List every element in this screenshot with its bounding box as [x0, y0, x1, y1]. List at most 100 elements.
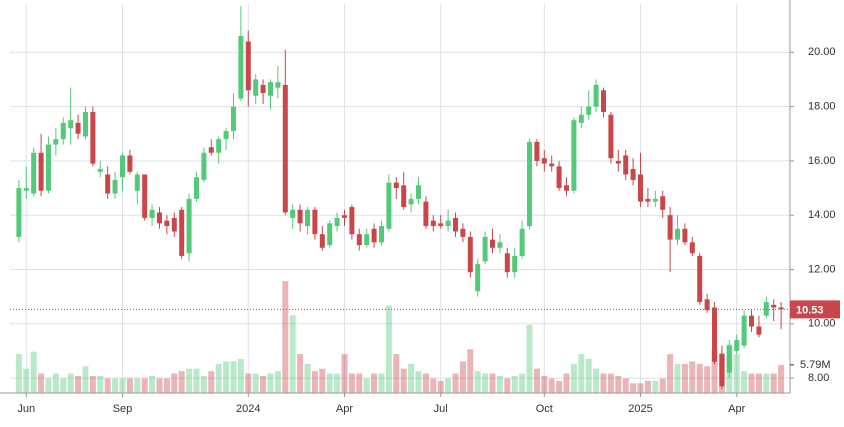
volume-bar: [245, 373, 252, 393]
candle-body: [512, 255, 518, 273]
volume-bar: [689, 361, 696, 393]
volume-bar: [622, 378, 629, 393]
volume-bar: [422, 373, 429, 393]
candle-body: [393, 182, 399, 189]
volume-bar: [23, 368, 30, 393]
volume-bar: [119, 378, 126, 393]
candle-body: [763, 302, 769, 316]
candle-body: [682, 228, 688, 243]
candle-body: [245, 41, 251, 91]
candle-body: [290, 209, 296, 218]
candle-body: [460, 228, 466, 237]
candle-body: [615, 160, 621, 164]
y-tick-label: 10.00: [808, 318, 836, 330]
volume-bar: [408, 363, 415, 393]
volume-bar: [326, 373, 333, 393]
volume-bar: [252, 373, 259, 393]
candle-body: [749, 315, 755, 327]
candle-body: [312, 209, 318, 235]
volume-bar: [570, 363, 577, 393]
candle-body: [586, 106, 592, 115]
volume-bar: [437, 380, 444, 393]
candle-body: [105, 174, 111, 194]
y-tick-label: 8.00: [808, 372, 829, 384]
volume-bar: [637, 383, 644, 393]
candle-body: [549, 163, 555, 167]
candle-body: [193, 177, 199, 199]
candle-body: [341, 215, 347, 218]
candle-body: [297, 209, 303, 224]
volume-bar: [385, 305, 392, 393]
last-volume-label: 5.79M: [800, 359, 831, 371]
volume-bar: [593, 368, 600, 393]
volume-bar: [615, 375, 622, 393]
candle-body: [704, 299, 710, 311]
volume-bar: [733, 354, 740, 393]
x-tick-label: 2024: [236, 403, 260, 415]
volume-bar: [607, 373, 614, 393]
volume-bar: [260, 375, 267, 393]
candle-body: [416, 185, 422, 199]
candle-body: [164, 220, 170, 227]
volume-bar: [141, 378, 148, 393]
volume-bar: [563, 373, 570, 393]
volume-bar: [75, 375, 82, 393]
volume-bar: [171, 373, 178, 393]
volume-bar: [533, 368, 540, 393]
candle-body: [778, 307, 784, 310]
y-tick-label: 12.00: [808, 263, 836, 275]
candle-body: [23, 188, 29, 191]
volume-bar: [526, 324, 533, 393]
volume-bar: [467, 349, 474, 393]
candle-body: [364, 234, 370, 246]
candle-body: [45, 144, 51, 191]
candle-body: [142, 174, 148, 218]
volume-bar: [496, 375, 503, 393]
candle-body: [179, 209, 185, 256]
candle-body: [186, 198, 192, 254]
volume-bar: [97, 375, 104, 393]
volume-bar: [659, 378, 666, 393]
volume-bar: [667, 354, 674, 393]
candle-body: [771, 304, 777, 308]
x-tick-label: 2025: [628, 403, 652, 415]
volume-bar: [482, 373, 489, 393]
candle-body: [430, 220, 436, 227]
volume-bar: [489, 373, 496, 393]
candle-body: [334, 217, 340, 227]
candle-body: [578, 114, 584, 123]
candle-body: [149, 209, 155, 218]
x-tick-label: Jun: [17, 403, 35, 415]
volume-bar: [82, 366, 89, 393]
candle-body: [667, 215, 673, 240]
candle-body: [386, 182, 392, 229]
volume-bar: [445, 378, 452, 393]
volume-bar: [393, 354, 400, 393]
volume-bar: [38, 373, 45, 393]
candle-body: [216, 139, 222, 153]
candle-body: [97, 169, 103, 172]
candle-body: [282, 84, 288, 213]
candle-body: [467, 236, 473, 273]
candle-body: [371, 228, 377, 243]
candle-body: [208, 147, 214, 153]
volume-bar: [30, 351, 37, 393]
candle-body: [119, 155, 125, 178]
candle-body: [127, 155, 133, 172]
candle-body: [527, 141, 533, 227]
candle-body: [438, 223, 444, 227]
volume-bar: [578, 354, 585, 393]
volume-bar: [741, 371, 748, 393]
candle-body: [719, 353, 725, 387]
candle-body: [571, 120, 577, 191]
candle-body: [638, 174, 644, 202]
candle-body: [726, 345, 732, 373]
candle-body: [319, 234, 325, 248]
volume-bar: [304, 363, 311, 393]
volume-bar: [600, 373, 607, 393]
volume-bar: [630, 383, 637, 393]
volume-bar: [208, 371, 215, 393]
last-price-box: [790, 300, 840, 319]
volume-bar: [311, 371, 318, 393]
